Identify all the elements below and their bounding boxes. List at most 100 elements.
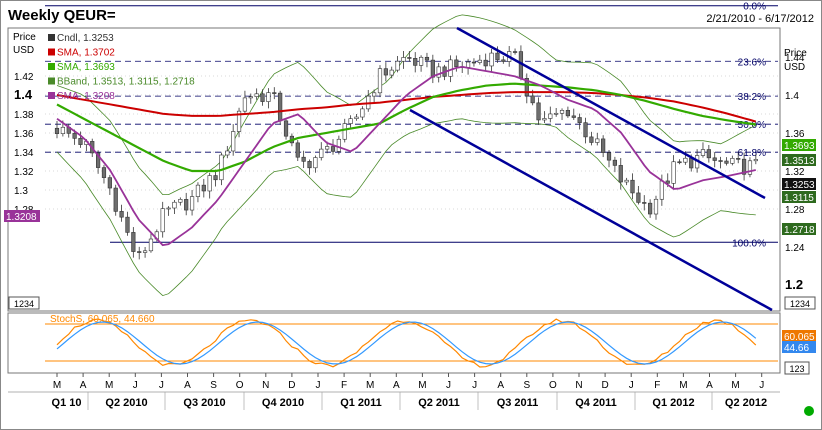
- candle: [477, 54, 482, 65]
- month-label: M: [53, 380, 61, 391]
- candle: [471, 58, 477, 67]
- candle: [595, 132, 600, 146]
- right-tag-sma: 1.3693: [782, 139, 816, 152]
- right-tick-label: 1.44: [785, 53, 805, 64]
- candle: [512, 48, 518, 55]
- candle: [78, 131, 83, 148]
- candle: [242, 90, 248, 114]
- sma-short-line: [56, 65, 756, 247]
- svg-text:60.065: 60.065: [784, 332, 815, 343]
- candle: [225, 145, 230, 159]
- right-tick-label: 1.32: [785, 167, 805, 178]
- quarter-label: Q3 2010: [183, 397, 225, 409]
- fib-label: 38.2%: [738, 92, 766, 103]
- legend-label: SMA, 1.3702: [57, 48, 115, 59]
- right-tick-label: 1.2: [785, 277, 803, 292]
- candle: [554, 107, 559, 117]
- month-label: F: [341, 380, 347, 391]
- right-axis-unit: USD: [784, 62, 805, 73]
- scale-box-stoch[interactable]: [784, 361, 810, 375]
- quarter-label: Q4 2010: [262, 397, 304, 409]
- price-panel[interactable]: [7, 27, 781, 312]
- month-label: J: [472, 380, 477, 391]
- candle: [407, 51, 412, 62]
- month-label: S: [523, 380, 530, 391]
- candle: [248, 93, 253, 104]
- sma-mid-line: [56, 82, 756, 173]
- month-label: D: [601, 380, 608, 391]
- legend-item[interactable]: Cndl, 1.3253: [48, 33, 114, 44]
- bband-icon: [48, 77, 55, 85]
- candle: [565, 106, 571, 118]
- bband-lower: [56, 118, 756, 297]
- chart-title: Weekly QEUR=: [8, 7, 116, 24]
- month-label: O: [549, 380, 557, 391]
- left-tick-label: 1.3: [14, 186, 28, 197]
- legend-label: Cndl, 1.3253: [57, 33, 114, 44]
- candle: [483, 53, 488, 72]
- candle: [348, 115, 353, 128]
- stoch-tag-d: 44.66: [782, 341, 816, 354]
- legend-label: SMA, 1.3693: [57, 62, 115, 73]
- svg-text:1.3253: 1.3253: [784, 180, 815, 191]
- candle: [536, 97, 541, 125]
- candle: [712, 152, 717, 168]
- scale-box-left[interactable]: [8, 296, 40, 310]
- legend-item[interactable]: BBand, 1.3513, 1.3115, 1.2718: [48, 77, 195, 88]
- candle: [636, 185, 641, 205]
- legend-item[interactable]: SMA, 1.3693: [48, 62, 115, 73]
- candle: [677, 159, 682, 165]
- scale-box-left-label: 1234: [14, 299, 34, 309]
- month-label: A: [80, 380, 87, 391]
- candle: [113, 184, 118, 216]
- month-label: A: [393, 380, 400, 391]
- candle: [389, 66, 394, 79]
- left-tick-label: 1.4: [14, 87, 33, 102]
- candle: [706, 144, 711, 163]
- month-label: J: [316, 380, 321, 391]
- candle: [336, 135, 341, 155]
- right-tick-label: 1.4: [785, 91, 799, 102]
- candle: [131, 227, 136, 258]
- candle: [266, 88, 271, 109]
- candle: [454, 55, 459, 72]
- month-label: M: [731, 380, 739, 391]
- candle: [648, 199, 653, 218]
- candle: [548, 106, 553, 123]
- legend-item[interactable]: SMA, 1.3208: [48, 91, 115, 102]
- candle: [700, 142, 706, 158]
- right-axis-label: Price: [784, 48, 807, 59]
- candle: [583, 117, 588, 144]
- status-dot-icon: [804, 406, 814, 416]
- left-axis-label: Price: [13, 32, 36, 43]
- scale-box-right[interactable]: [784, 296, 816, 310]
- candle: [753, 154, 758, 165]
- candle: [236, 107, 242, 138]
- candle: [319, 142, 324, 161]
- sma-long-line: [56, 91, 757, 123]
- month-label: J: [446, 380, 451, 391]
- legend-item[interactable]: SMA, 1.3702: [48, 48, 115, 59]
- candle: [372, 89, 377, 103]
- candle: [101, 164, 107, 184]
- stoch-d-line: [56, 321, 757, 365]
- candle: [448, 55, 453, 83]
- candle: [612, 156, 617, 173]
- candle: [489, 48, 494, 73]
- candle: [501, 56, 506, 64]
- svg-text:1.3513: 1.3513: [784, 156, 815, 167]
- candle: [577, 113, 582, 130]
- candle: [542, 111, 547, 124]
- candle: [295, 140, 300, 162]
- scale-box-right-label: 1234: [790, 299, 810, 309]
- candle: [424, 52, 430, 68]
- month-label: A: [497, 380, 504, 391]
- legend-label: SMA, 1.3208: [57, 91, 115, 102]
- channel-upper-line: [456, 26, 766, 200]
- candle: [418, 55, 424, 72]
- month-label: J: [759, 380, 764, 391]
- candle: [107, 174, 112, 195]
- candle: [718, 156, 723, 169]
- month-label: M: [105, 380, 113, 391]
